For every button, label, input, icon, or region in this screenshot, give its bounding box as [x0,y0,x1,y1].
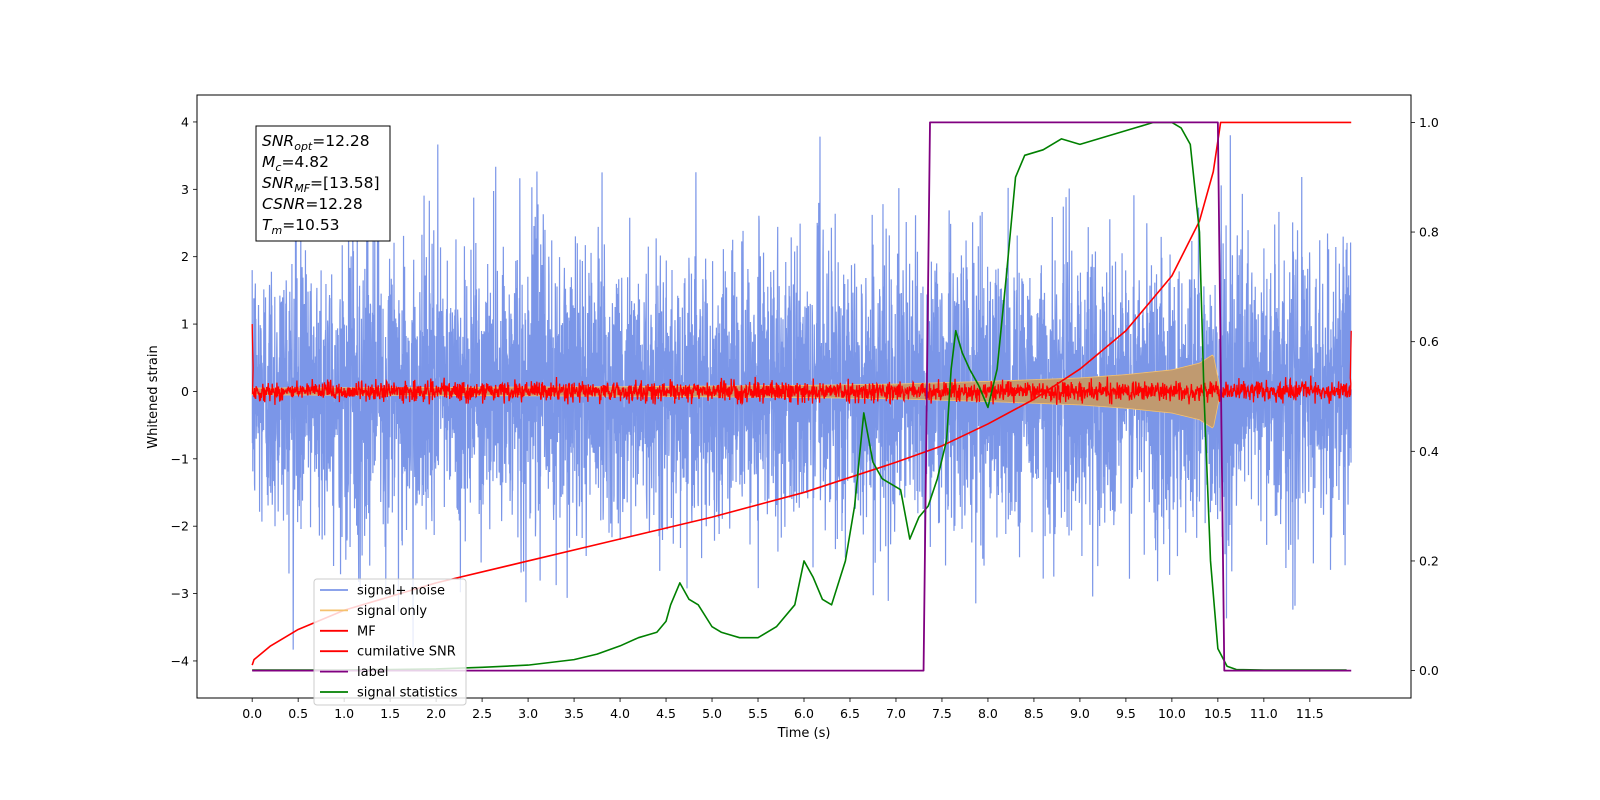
y-right-tick-label: 0.2 [1419,553,1439,568]
x-tick-label: 11.5 [1296,706,1324,721]
y-tick-label: −2 [171,519,189,534]
y-right-tick-label: 1.0 [1419,115,1439,130]
x-axis-label: Time (s) [777,726,831,741]
y-axis-right: 0.0 0.2 0.4 0.6 0.8 1.0 [1411,115,1439,678]
y-tick-label: −1 [171,451,189,466]
legend-frame [313,578,467,706]
annotation-line: SNRMF=[13.58] [262,174,380,195]
legend-entry: signal+ noise [320,584,445,599]
plot-area [251,121,1352,672]
x-tick-label: 11.0 [1250,706,1278,721]
annotation-box: SNRopt=12.28Mc=4.82SNRMF=[13.58]CSNR=12.… [255,125,391,242]
series-cumilative-snr [251,121,1352,666]
x-tick-label: 1.5 [380,706,400,721]
legend-label: cumilative SNR [357,645,456,660]
series-label [252,121,1352,672]
series-signal-noise [251,135,1352,650]
x-tick-label: 4.0 [610,706,630,721]
y-right-tick-label: 0.8 [1419,225,1439,240]
x-tick-label: 9.0 [1070,706,1090,721]
x-tick-label: 5.0 [702,706,722,721]
x-tick-label: 0.0 [242,706,262,721]
x-tick-label: 8.5 [1024,706,1044,721]
legend: signal+ noise signal only MF cumilative SNR… [313,578,467,706]
legend-label: MF [357,624,376,639]
legend-label: label [357,665,388,680]
series-mf [251,324,1352,406]
y-tick-label: −3 [171,586,189,601]
legend-entry: signal statistics [320,686,458,701]
y-tick-label: 2 [181,249,189,264]
x-tick-label: 3.0 [518,706,538,721]
y-axis-left: −4 −3 −2 −1 0 1 2 3 4 [171,114,197,668]
legend-label: signal+ noise [357,584,445,599]
y-tick-label: 1 [181,317,189,332]
series-signal-noise-line [251,135,1352,650]
x-tick-label: 3.5 [564,706,584,721]
x-tick-label: 9.5 [1116,706,1136,721]
legend-entry: MF [320,624,376,639]
x-tick-label: 4.5 [656,706,676,721]
y-axis-label: Whitened strain [146,345,161,448]
annotation-line: SNRopt=12.28 [262,132,370,153]
annotation-line: Tm=10.53 [262,216,340,237]
x-tick-label: 6.0 [794,706,814,721]
x-tick-label: 7.0 [886,706,906,721]
x-tick-label: 10.5 [1204,706,1232,721]
legend-entry: cumilative SNR [320,645,456,660]
x-tick-label: 6.5 [840,706,860,721]
x-tick-label: 8.0 [978,706,998,721]
y-tick-label: 4 [181,114,189,129]
x-tick-label: 0.5 [288,706,308,721]
x-tick-label: 10.0 [1158,706,1186,721]
legend-label: signal statistics [357,686,458,701]
x-tick-label: 2.5 [472,706,492,721]
series-mf-line [251,324,1352,406]
x-tick-label: 1.0 [334,706,354,721]
annotation-line: CSNR=12.28 [262,195,363,213]
annotation-frame [255,125,391,242]
x-tick-label: 2.0 [426,706,446,721]
y-tick-label: −4 [171,653,189,668]
x-axis: 0.0 0.5 1.0 1.5 2.0 2.5 3.0 3.5 4.0 4.5 5.0 5.5 6.0 6… [242,698,1324,721]
x-tick-label: 7.5 [932,706,952,721]
legend-entry: signal only [320,604,427,619]
y-tick-label: 3 [181,182,189,197]
legend-label: signal only [357,604,427,619]
y-right-tick-label: 0.0 [1419,663,1439,678]
x-tick-label: 5.5 [748,706,768,721]
annotation-line: Mc=4.82 [262,153,329,174]
y-right-tick-label: 0.4 [1419,444,1439,459]
legend-entry: label [320,665,388,680]
y-tick-label: 0 [181,384,189,399]
y-right-tick-label: 0.6 [1419,334,1439,349]
